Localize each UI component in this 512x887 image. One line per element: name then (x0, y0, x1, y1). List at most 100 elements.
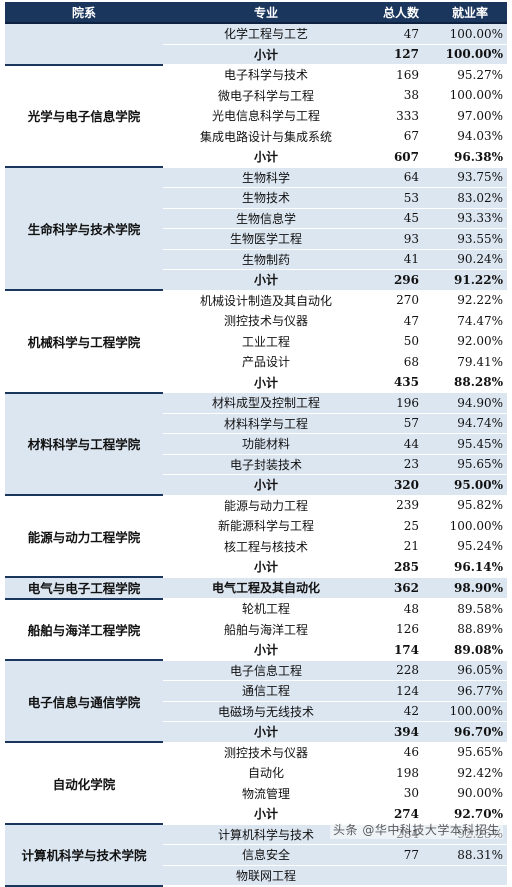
rate-cell: 95.45% (433, 433, 507, 455)
rate-cell: 83.02% (433, 187, 507, 209)
table-row: 光学与电子信息学院 电子科学与技术 169 95.27% (5, 64, 507, 168)
major-cell: 集成电路设计与集成系统 (163, 126, 369, 147)
rate-cell: 94.03% (433, 126, 507, 147)
count-cell: 270 (369, 290, 433, 311)
count-cell: 48 (369, 598, 433, 620)
rate-cell: 95.65% (433, 454, 507, 475)
count-cell: 47 (369, 310, 433, 332)
major-cell: 小计 (163, 44, 369, 65)
header-total: 总人数 (369, 2, 433, 24)
major-cell: 自动化 (163, 762, 369, 784)
count-cell: 127 (369, 44, 433, 65)
count-cell: 42 (369, 701, 433, 722)
major-cell: 核工程与核技术 (163, 536, 369, 557)
table-row: 测控技术与仪器 47 74.47% (5, 310, 507, 332)
table-row: 船舶与海洋工程学院 轮机工程 48 89.58% (5, 598, 507, 661)
subtotal-row: 小计 320 95.00% (5, 474, 507, 496)
count-cell: 21 (369, 536, 433, 557)
major-cell: 电气工程及其自动化 (163, 577, 369, 599)
count-cell: 124 (369, 680, 433, 702)
count-cell: 57 (369, 413, 433, 434)
count-cell: 23 (369, 454, 433, 475)
college-name: 计算机科学与技术学院 (5, 824, 163, 887)
rate-cell: 100.00% (433, 85, 507, 106)
major-cell: 通信工程 (163, 680, 369, 702)
subtotal-row: 小计 607 96.38% (5, 146, 507, 168)
major-cell: 小计 (163, 721, 369, 743)
major-cell: 生物医学工程 (163, 228, 369, 250)
count-cell: 47 (369, 23, 433, 45)
count-cell: 45 (369, 208, 433, 229)
table-row: 机械科学与工程学院 机械设计制造及其自动化 270 92.22% (5, 290, 507, 394)
subtotal-row: 电气与电子工程学院 电气工程及其自动化 362 98.90% (5, 577, 507, 600)
college-name: 电气与电子工程学院 (5, 577, 163, 600)
header-major: 专业 (163, 2, 369, 24)
count-cell: 46 (369, 742, 433, 763)
major-cell: 小计 (163, 474, 369, 496)
rate-cell: 88.89% (433, 619, 507, 640)
major-cell: 机械设计制造及其自动化 (163, 290, 369, 311)
major-cell: 电子科学与技术 (163, 64, 369, 86)
major-cell: 微电子科学与工程 (163, 85, 369, 106)
major-cell: 测控技术与仪器 (163, 742, 369, 763)
table-row: 生物技术 53 83.02% (5, 187, 507, 209)
rate-cell: 96.70% (433, 721, 507, 743)
rate-cell: 90.00% (433, 783, 507, 804)
college-name: 生命科学与技术学院 (5, 167, 163, 291)
count-cell: 196 (369, 392, 433, 414)
college-name: 自动化学院 (5, 742, 163, 825)
major-cell: 生物科学 (163, 167, 369, 188)
rate-cell: 100.00% (433, 701, 507, 722)
rate-cell: 100.00% (433, 515, 507, 537)
count-cell: 25 (369, 515, 433, 537)
count-cell: 362 (369, 577, 433, 599)
table-row: 光电信息科学与工程 333 97.00% (5, 105, 507, 127)
major-cell: 小计 (163, 639, 369, 661)
table-row: 产品设计 68 79.41% (5, 351, 507, 373)
subtotal-row: 小计 274 92.70% (5, 803, 507, 825)
count-cell: 68 (369, 351, 433, 373)
major-cell: 小计 (163, 556, 369, 578)
rate-cell: 96.77% (433, 680, 507, 702)
header-row: 院系 专业 总人数 就业率 (5, 2, 507, 24)
table-row: 生物信息学 45 93.33% (5, 208, 507, 229)
count-cell: 274 (369, 803, 433, 825)
count-cell: 44 (369, 433, 433, 455)
table-row: 化学工程与工艺 47 100.00% (5, 23, 507, 66)
count-cell: 38 (369, 85, 433, 106)
table-row: 能源与动力工程学院 能源与动力工程 239 95.82% (5, 495, 507, 578)
table-row: 生物制药 41 90.24% (5, 249, 507, 270)
major-cell: 材料成型及控制工程 (163, 392, 369, 414)
subtotal-row: 小计 296 91.22% (5, 269, 507, 291)
count-cell: 30 (369, 783, 433, 804)
count-cell: 169 (369, 64, 433, 86)
rate-cell: 100.00% (433, 44, 507, 65)
subtotal-row: 小计 435 88.28% (5, 372, 507, 393)
major-cell: 能源与动力工程 (163, 495, 369, 516)
count-cell: 239 (369, 495, 433, 516)
count-cell: 67 (369, 126, 433, 147)
table-row: 功能材料 44 95.45% (5, 433, 507, 455)
count-cell: 435 (369, 372, 433, 393)
table-body: 化学工程与工艺 47 100.00% 小计 127 100.00% 光学与电子信息学院 电子科… (5, 23, 507, 887)
employment-table: 院系 专业 总人数 就业率 化学工程与工艺 47 100.00% 小计 127 100.0… (5, 2, 507, 887)
rate-cell: 88.28% (433, 372, 507, 393)
table-row: 自动化学院 测控技术与仪器 46 95.65% (5, 742, 507, 825)
major-cell: 生物技术 (163, 187, 369, 209)
rate-cell: 96.14% (433, 556, 507, 578)
subtotal-row: 小计 394 96.70% (5, 721, 507, 743)
count-cell: 228 (369, 660, 433, 681)
count-cell: 93 (369, 228, 433, 250)
college-name: 船舶与海洋工程学院 (5, 598, 163, 661)
major-cell: 小计 (163, 269, 369, 291)
major-cell: 生物制药 (163, 249, 369, 270)
table-row: 电子封装技术 23 95.65% (5, 454, 507, 475)
rate-cell: 95.82% (433, 495, 507, 516)
major-cell: 计算机科学与技术 (163, 824, 369, 845)
rate-cell: 89.58% (433, 598, 507, 620)
college-name: 能源与动力工程学院 (5, 495, 163, 578)
table-row: 通信工程 124 96.77% (5, 680, 507, 702)
major-cell: 小计 (163, 803, 369, 825)
rate-cell: 96.05% (433, 660, 507, 681)
rate-cell: 94.90% (433, 392, 507, 414)
